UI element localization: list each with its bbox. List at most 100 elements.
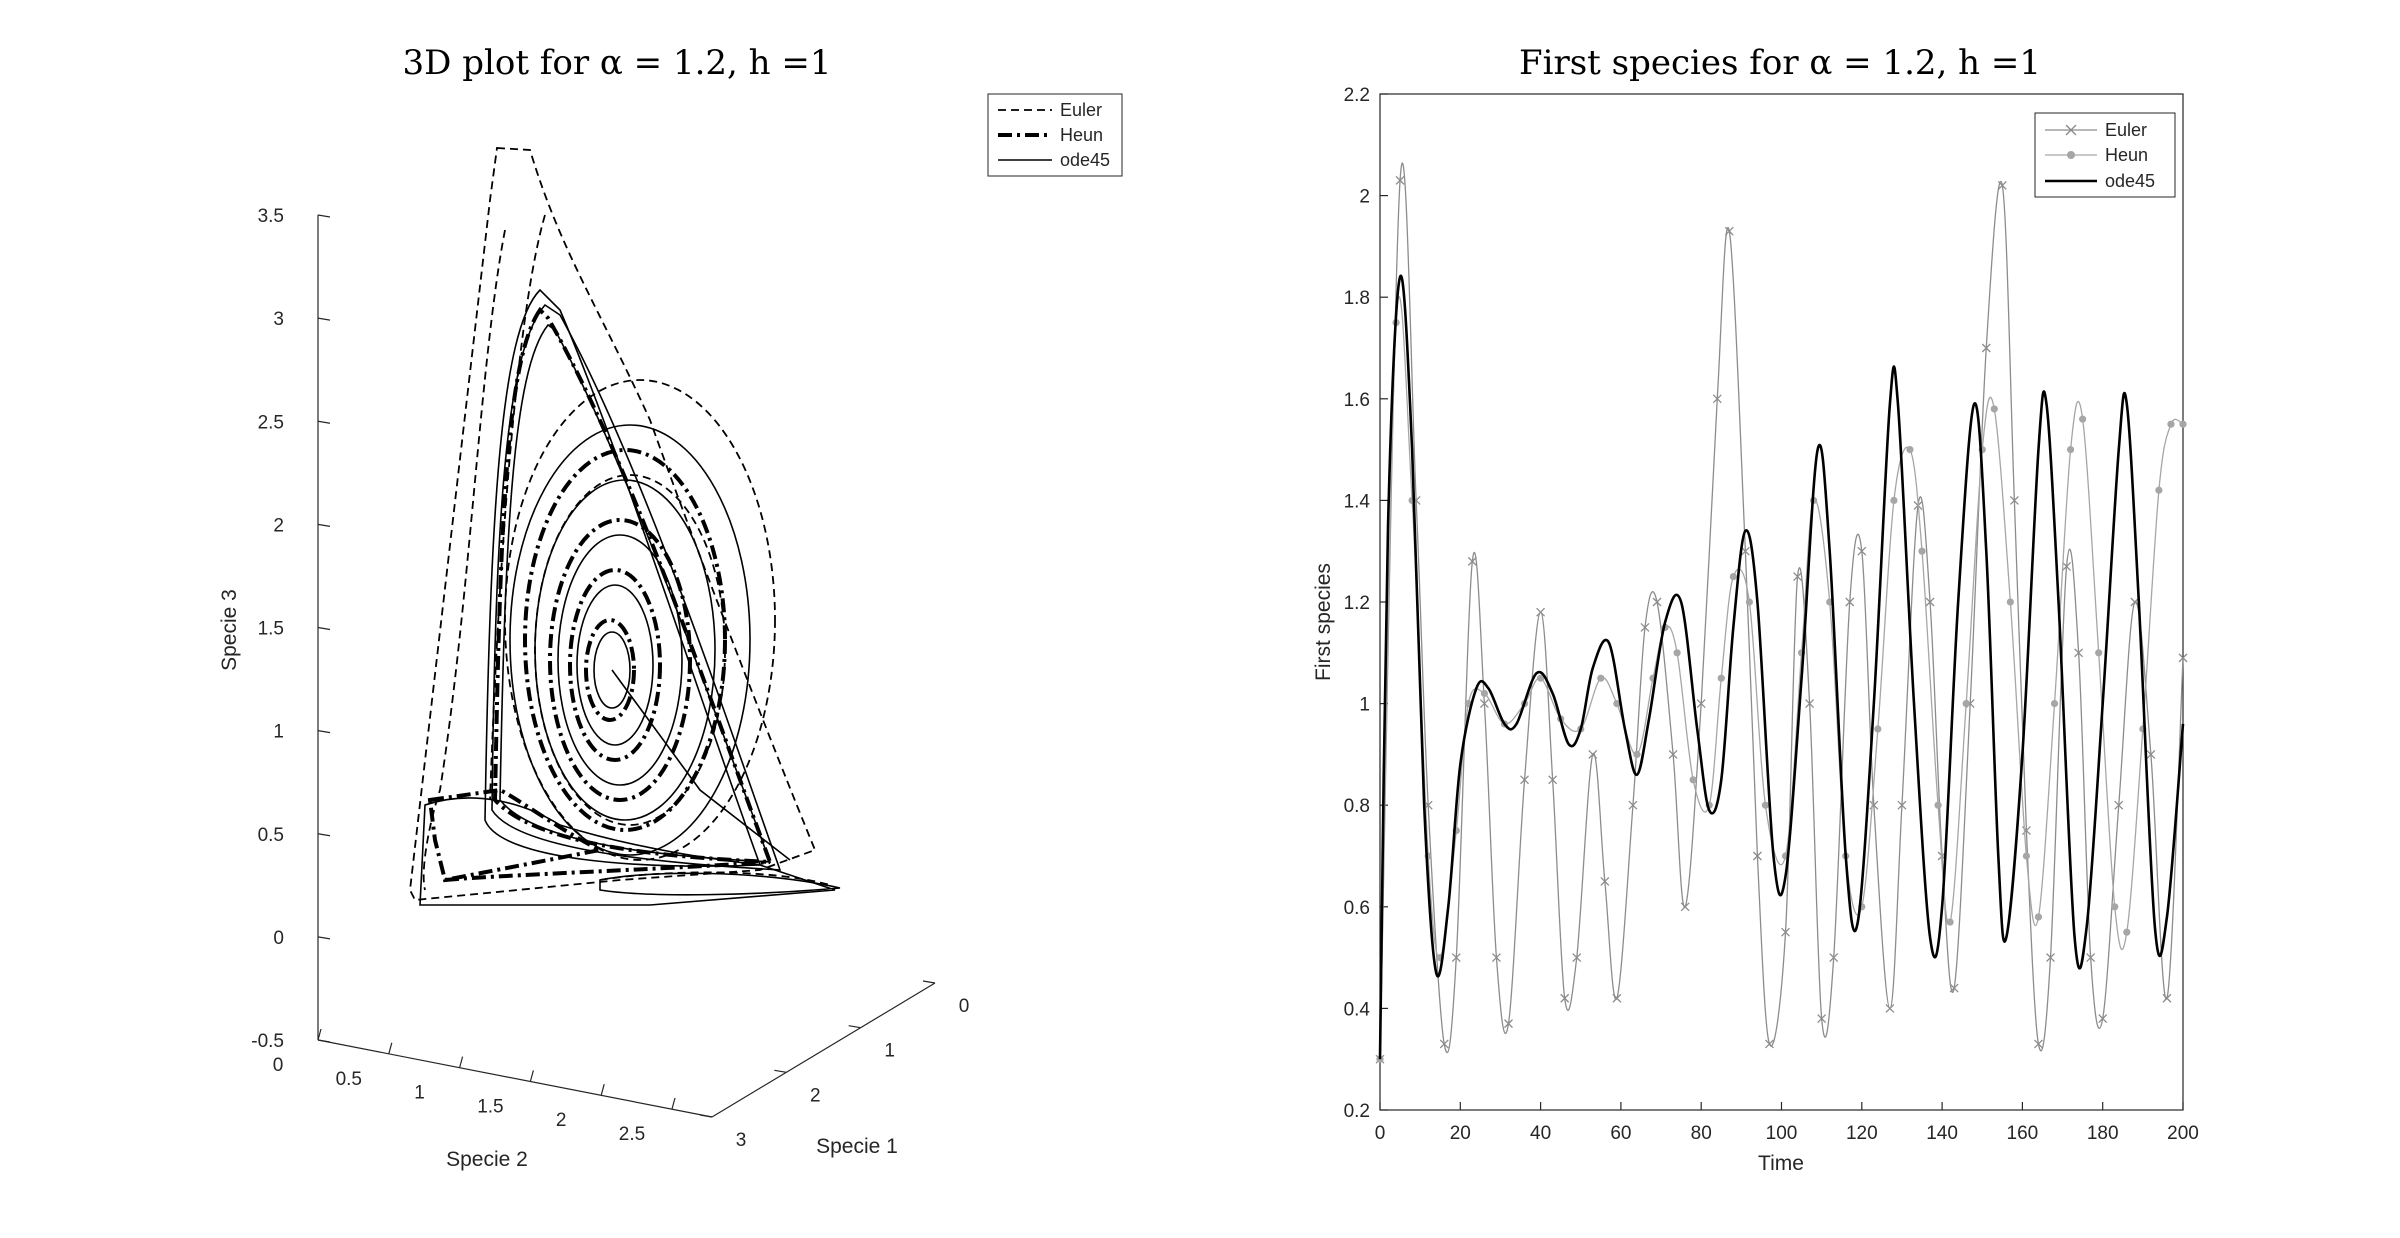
- y-tick-mark: [529, 1070, 534, 1082]
- x-tick-label: 60: [1610, 1123, 1631, 1144]
- z-axis-ticks: -0.5 0 0.5 1 1.5 2 2.5 3 3.5: [251, 206, 331, 1052]
- heun-trajectory: [427, 306, 773, 883]
- data-point: [2074, 648, 2084, 658]
- data-point: [2162, 993, 2172, 1003]
- plot-3d-legend: Euler Heun ode45: [987, 93, 1123, 177]
- legend-label-euler-time: Euler: [2105, 120, 2147, 140]
- legend-item-euler-time: Euler: [2045, 120, 2147, 140]
- data-point: [1990, 405, 1998, 413]
- time-x-axis-label: Time: [1758, 1152, 1804, 1175]
- data-point: [1890, 496, 1898, 504]
- data-point: [2079, 415, 2087, 423]
- data-point: [1439, 1039, 1449, 1049]
- data-point: [1652, 597, 1662, 607]
- legend-item-heun: Heun: [998, 125, 1103, 145]
- x-tick-label: 180: [2087, 1123, 2119, 1144]
- legend-label-heun-time: Heun: [2105, 145, 2148, 165]
- legend-label-euler: Euler: [1060, 100, 1102, 120]
- data-point: [1793, 572, 1803, 582]
- z-tick-mark: [317, 523, 331, 527]
- z-tick-mark: [317, 936, 331, 940]
- y-tick-mark: [671, 1097, 676, 1110]
- data-point: [1925, 597, 1935, 607]
- data-point: [1640, 622, 1650, 632]
- y-tick-mark: [388, 1042, 393, 1054]
- y-tick-label: 2.2: [1344, 85, 1370, 106]
- data-point: [1520, 775, 1529, 785]
- x-tick-label: 160: [2007, 1123, 2039, 1144]
- data-point: [1597, 674, 1605, 682]
- y-tick-label: 1.2: [1344, 593, 1370, 614]
- z-tick-mark: [317, 833, 331, 837]
- x-tick-label: 1: [884, 1041, 895, 1062]
- data-point: [2155, 486, 2163, 494]
- z-tick-mark: [317, 1039, 331, 1043]
- data-point: [1560, 993, 1570, 1003]
- legend-label-ode45-time: ode45: [2105, 171, 2155, 191]
- y-axis-label: Specie 2: [446, 1148, 528, 1171]
- data-point: [1572, 953, 1582, 963]
- data-point: [2178, 653, 2188, 663]
- z-tick-mark: [317, 730, 331, 734]
- series-ode45: [1378, 274, 2185, 1060]
- x-tick-mark: [848, 1025, 861, 1029]
- data-point: [1628, 800, 1638, 810]
- data-point: [1467, 556, 1477, 566]
- data-point: [1600, 876, 1610, 886]
- data-point: [1451, 953, 1461, 963]
- time-y-axis-label: First species: [1312, 563, 1335, 681]
- data-point: [2034, 1039, 2043, 1049]
- z-tick-label: 1: [273, 722, 284, 743]
- y-axis-ticks: 0 0.5 1 1.5 2 2.5: [273, 1028, 676, 1145]
- data-point: [1885, 1003, 1895, 1013]
- y-tick-label: 2.5: [619, 1124, 645, 1145]
- data-point: [1752, 851, 1762, 861]
- legend-item-ode45-time: ode45: [2045, 171, 2155, 191]
- data-point: [2098, 1014, 2108, 1024]
- plot-time-title: First species for α = 1.2, h =1: [1519, 43, 2041, 83]
- x-tick-label: 40: [1530, 1123, 1551, 1144]
- plot-first-species: First species for α = 1.2, h =1 0 20 40 60 8…: [1312, 43, 2199, 1175]
- data-point: [1764, 1039, 1774, 1049]
- x-tick-label: 140: [1926, 1123, 1958, 1144]
- data-point: [1588, 749, 1598, 759]
- y-tick-label: 1.8: [1344, 288, 1370, 309]
- data-point: [2046, 953, 2055, 963]
- data-point: [2086, 953, 2096, 963]
- data-point: [2034, 913, 2043, 921]
- data-point: [2095, 649, 2103, 657]
- data-point: [1745, 598, 1753, 606]
- data-point: [1689, 776, 1697, 784]
- y-tick-label: 0.4: [1344, 999, 1371, 1020]
- plot-3d: 3D plot for α = 1.2, h =1 -0.5 0 0.5 1 1.5 2 2…: [218, 43, 1123, 1171]
- data-point: [1480, 689, 1488, 698]
- legend-item-ode45: ode45: [998, 150, 1110, 170]
- x-tick-label: 2: [810, 1085, 821, 1106]
- data-point: [1633, 750, 1641, 759]
- z-tick-label: 3.5: [258, 206, 284, 227]
- y-tick-label: 2: [556, 1110, 567, 1131]
- z-tick-label: 3: [273, 309, 284, 330]
- data-point: [1504, 1019, 1513, 1029]
- x-tick-label: 80: [1691, 1123, 1712, 1144]
- data-point: [1845, 597, 1855, 607]
- data-point: [1680, 902, 1690, 912]
- data-point: [2066, 446, 2075, 454]
- x-axis-ticks: 0 1 2 3: [699, 980, 969, 1151]
- z-axis-label: Specie 3: [218, 589, 241, 671]
- time-series-lines: [1375, 162, 2188, 1064]
- y-tick-label: 1.6: [1344, 390, 1370, 411]
- data-point: [2179, 420, 2187, 428]
- y-tick-label: 0.6: [1344, 898, 1370, 919]
- ode45-trajectory: [419, 288, 841, 906]
- data-point: [2114, 800, 2124, 810]
- x-tick-label: 0: [1375, 1123, 1386, 1144]
- x-tick-label: 100: [1766, 1123, 1798, 1144]
- data-point: [1612, 993, 1622, 1003]
- y-tick-label: 2: [1359, 187, 1370, 208]
- legend-item-heun-time: Heun: [2045, 145, 2148, 165]
- data-point: [1981, 343, 1991, 353]
- y-tick-mark: [317, 1028, 322, 1041]
- data-point: [1829, 953, 1839, 963]
